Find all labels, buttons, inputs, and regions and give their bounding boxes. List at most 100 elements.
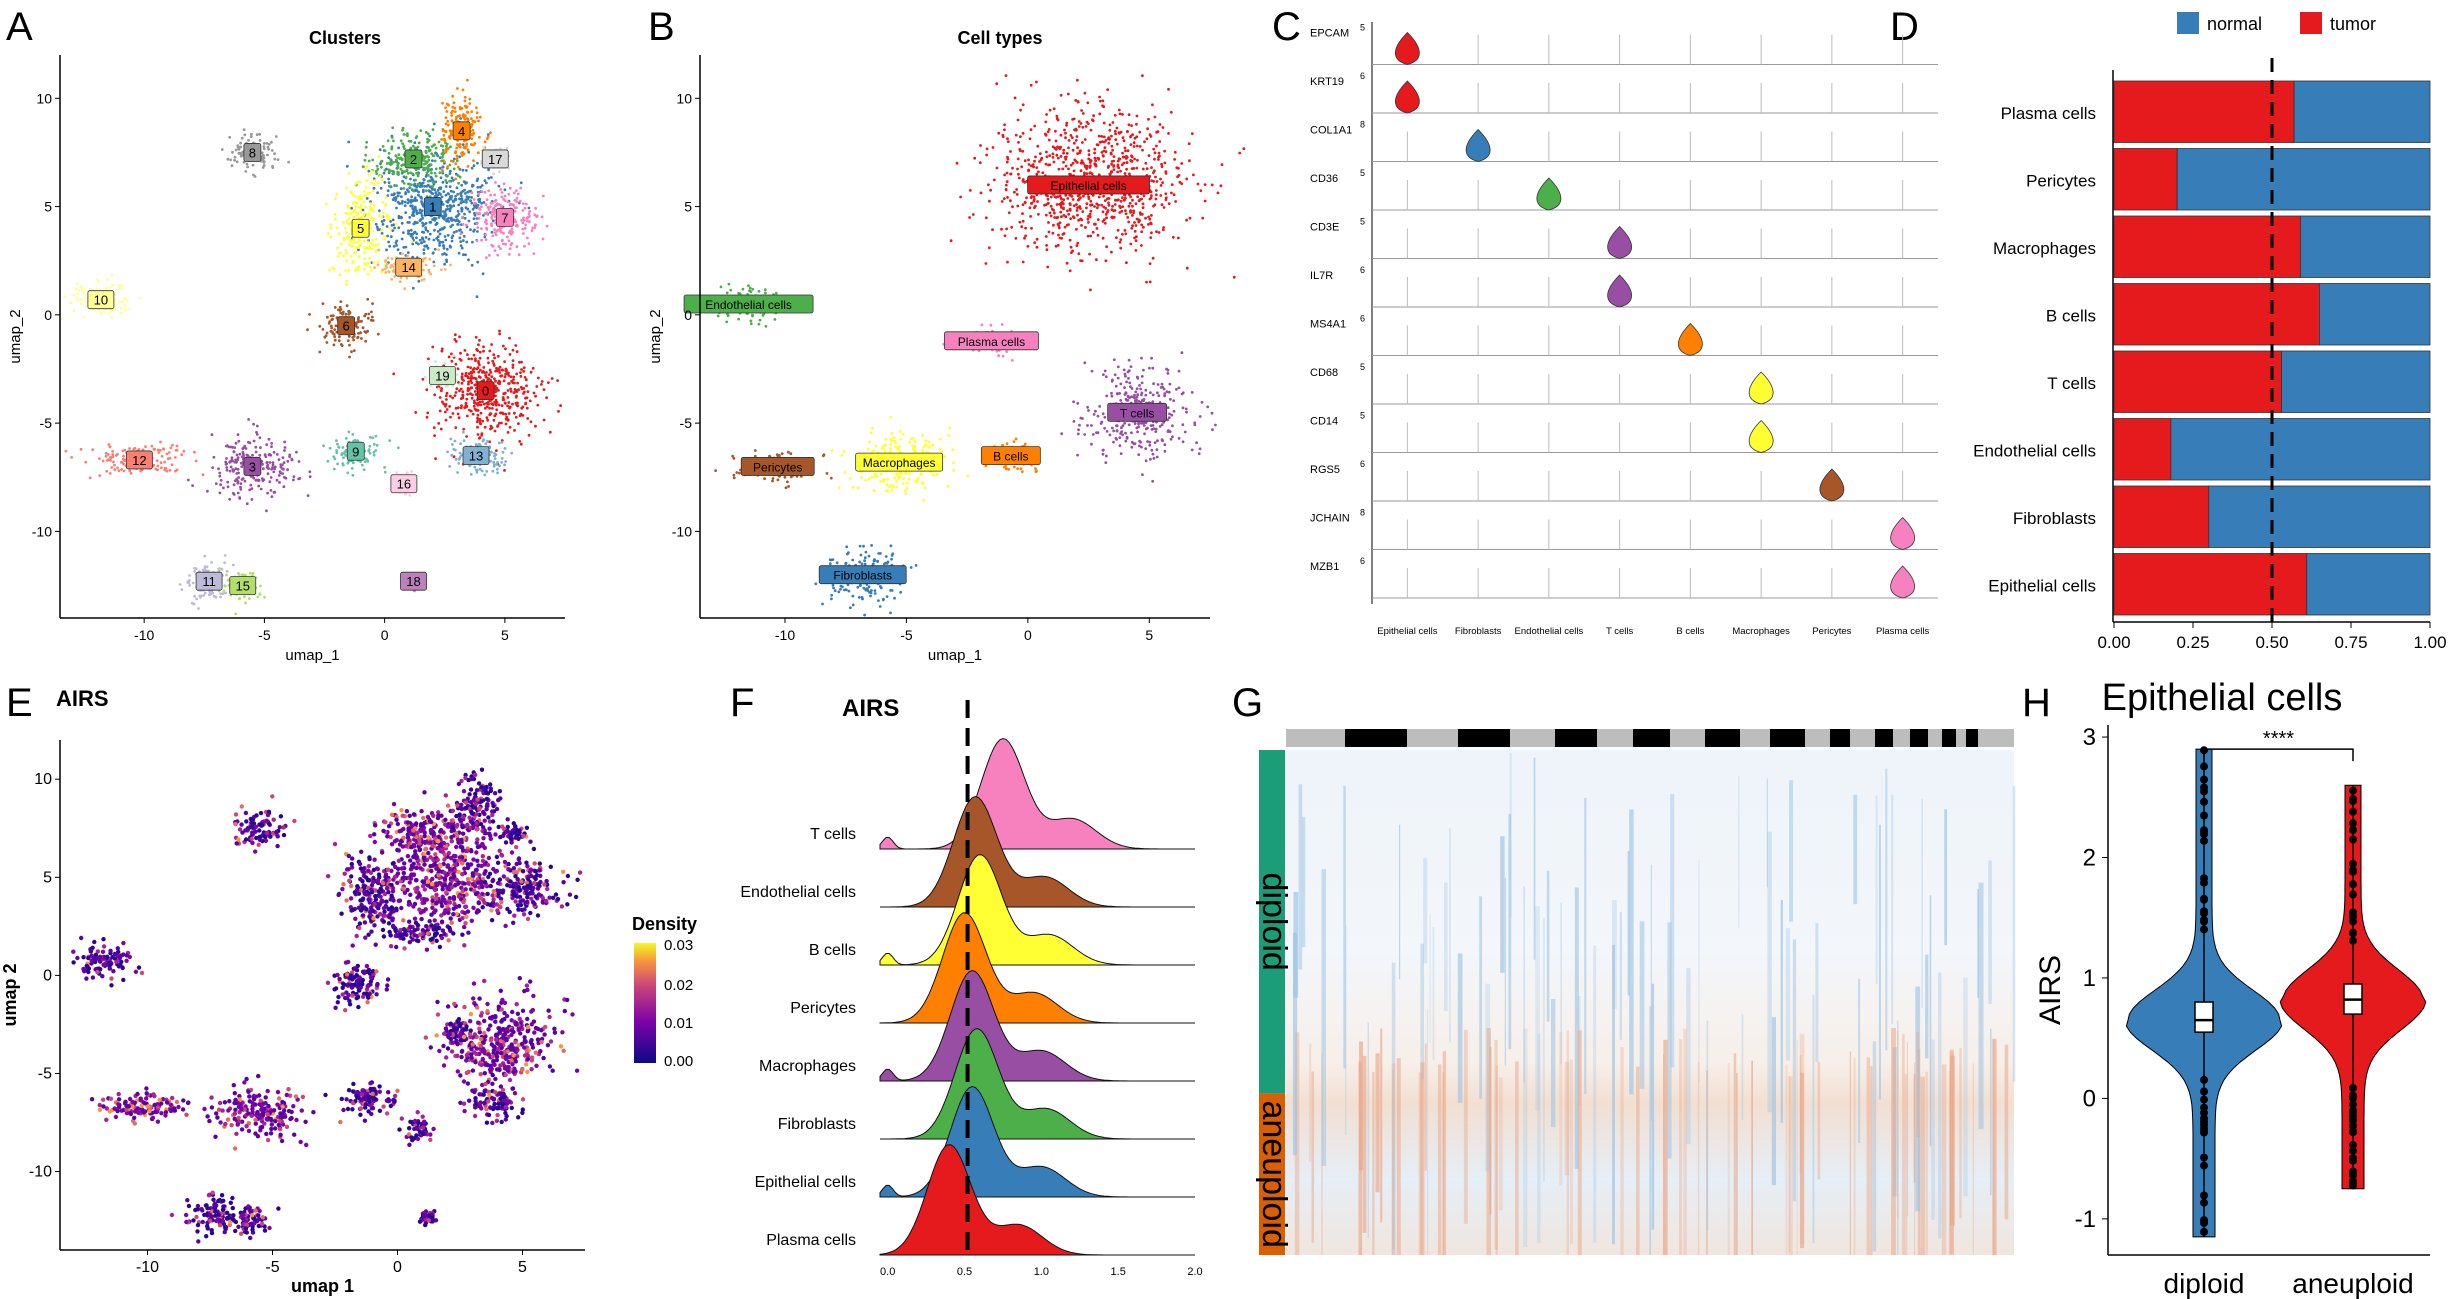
point — [488, 254, 491, 257]
point — [270, 495, 274, 498]
point — [483, 473, 487, 477]
point — [376, 181, 380, 184]
point — [1101, 412, 1105, 416]
point — [1171, 435, 1174, 439]
point — [1127, 376, 1130, 380]
point — [455, 159, 459, 163]
point — [460, 404, 463, 407]
point — [219, 478, 223, 482]
point — [997, 131, 1001, 135]
point — [1170, 183, 1174, 187]
point — [749, 319, 753, 323]
point — [440, 152, 444, 156]
point — [356, 246, 360, 250]
point — [469, 366, 472, 369]
point — [438, 171, 442, 175]
point — [284, 476, 288, 480]
point — [421, 188, 425, 192]
point — [406, 132, 409, 136]
point — [449, 437, 453, 441]
point — [492, 460, 496, 464]
point — [447, 135, 451, 139]
point — [410, 204, 414, 208]
point — [247, 440, 250, 444]
point — [513, 429, 516, 432]
point — [1148, 262, 1152, 265]
point — [1075, 135, 1079, 138]
point — [520, 387, 524, 391]
point — [454, 172, 458, 176]
point — [234, 441, 238, 445]
cluster-label: 1 — [429, 200, 436, 215]
point — [496, 461, 499, 464]
point — [987, 246, 991, 250]
point — [356, 268, 360, 272]
point — [404, 192, 407, 196]
point — [1121, 136, 1125, 140]
point — [431, 251, 435, 255]
point — [1021, 131, 1025, 135]
point — [507, 371, 510, 375]
point — [519, 442, 523, 446]
point — [465, 397, 469, 401]
point — [1133, 393, 1136, 397]
point — [1088, 161, 1092, 164]
point — [353, 208, 357, 212]
point — [392, 160, 395, 164]
point — [491, 244, 495, 248]
point — [391, 229, 395, 233]
point — [504, 402, 507, 405]
point — [403, 287, 407, 291]
point — [370, 310, 373, 314]
point — [1046, 201, 1050, 205]
point — [433, 228, 436, 232]
point — [1163, 161, 1167, 165]
point — [444, 238, 448, 242]
point — [1034, 204, 1037, 208]
point — [368, 191, 372, 195]
point — [380, 270, 384, 274]
point — [466, 148, 470, 152]
point — [482, 366, 486, 369]
cluster-label: 19 — [435, 368, 449, 383]
point — [111, 450, 114, 453]
cluster-label: 11 — [202, 574, 216, 589]
point — [521, 227, 525, 231]
point — [111, 455, 115, 459]
point — [342, 456, 345, 460]
point — [503, 447, 507, 450]
point — [288, 453, 292, 457]
point — [522, 366, 526, 370]
point — [110, 466, 114, 469]
point — [262, 147, 266, 151]
point — [270, 140, 273, 144]
point — [409, 228, 413, 232]
point — [381, 201, 385, 204]
point — [984, 216, 988, 220]
point — [344, 249, 348, 252]
point — [331, 314, 335, 318]
point — [1108, 172, 1112, 176]
point — [1068, 202, 1072, 206]
point — [101, 459, 105, 463]
point — [1096, 414, 1100, 418]
point — [490, 375, 494, 379]
point — [1052, 160, 1056, 164]
point — [479, 403, 483, 407]
point — [406, 251, 410, 255]
point — [1116, 376, 1120, 380]
point — [364, 339, 368, 343]
point — [455, 373, 459, 376]
point — [266, 472, 270, 476]
point — [1192, 173, 1195, 177]
point — [365, 197, 369, 200]
point — [79, 298, 83, 302]
point — [366, 240, 370, 244]
point — [1152, 456, 1156, 460]
point — [250, 487, 254, 490]
point — [1163, 149, 1166, 153]
point — [498, 332, 502, 336]
point — [446, 123, 450, 127]
point — [133, 446, 137, 450]
point — [1136, 376, 1140, 380]
